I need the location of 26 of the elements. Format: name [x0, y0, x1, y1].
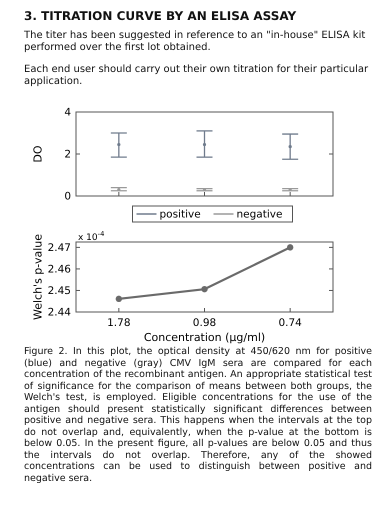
point: [117, 142, 120, 146]
y-tick-label: 2: [64, 148, 71, 161]
y-axis-title: DO: [32, 145, 45, 163]
y-tick-label: 0: [64, 190, 71, 203]
y-tick-label: 2.45: [48, 285, 71, 298]
annotation: x 10$^{-4}$: [78, 230, 104, 243]
y-tick-label: 2.47: [48, 242, 71, 254]
point: [202, 142, 206, 146]
point: [286, 244, 294, 251]
chart-title: 3. TITRATION CURVE BY AN ELISA ASSAY: [24, 9, 298, 23]
y-axis-title: Welch's p-value: [32, 234, 45, 320]
x-axis-title: Concentration (µg/ml): [144, 331, 266, 344]
legend-label: positive: [160, 208, 201, 220]
x-tick-label: 0.98: [192, 317, 216, 329]
point: [201, 286, 208, 292]
legend-label: negative: [236, 208, 282, 220]
point: [288, 145, 292, 148]
text: Figure 2. In this plot, the optical density at 450/620 nm for positive (blue) and negative (gray) CMV IgM sera are compared for each concentration of the recombinant antigen. An appropriate statistical test of significance for the comparison of means between both groups, the Welch's test, is employed. Eligible concentrations for the use of the antigen should present statistically significant differences between positive and negative sera. This happens when the intervals at the top do not overlap and, equivalently, when the p-value at the bottom is below 0.05. In the present figure, all p-values are below 0.05 and thus the intervals do not overlap. Therefore, any of the showed concentrations can be used to distinguish between positive and negative sera.: [24, 346, 372, 484]
y-tick-label: 2.46: [48, 264, 72, 276]
x-tick-label: 1.78: [107, 317, 131, 329]
x-tick-label: 0.74: [278, 317, 302, 329]
point: [116, 296, 122, 302]
y-tick-label: 4: [64, 106, 72, 119]
y-tick-label: 2.44: [48, 306, 72, 319]
chart-subtitle: The titer has been suggested in reference to an "in-house" ELISA kit performed over the first lot obtained.: [24, 30, 366, 54]
text: Each end user should carry out their own titration for their particular application.: [24, 64, 370, 88]
